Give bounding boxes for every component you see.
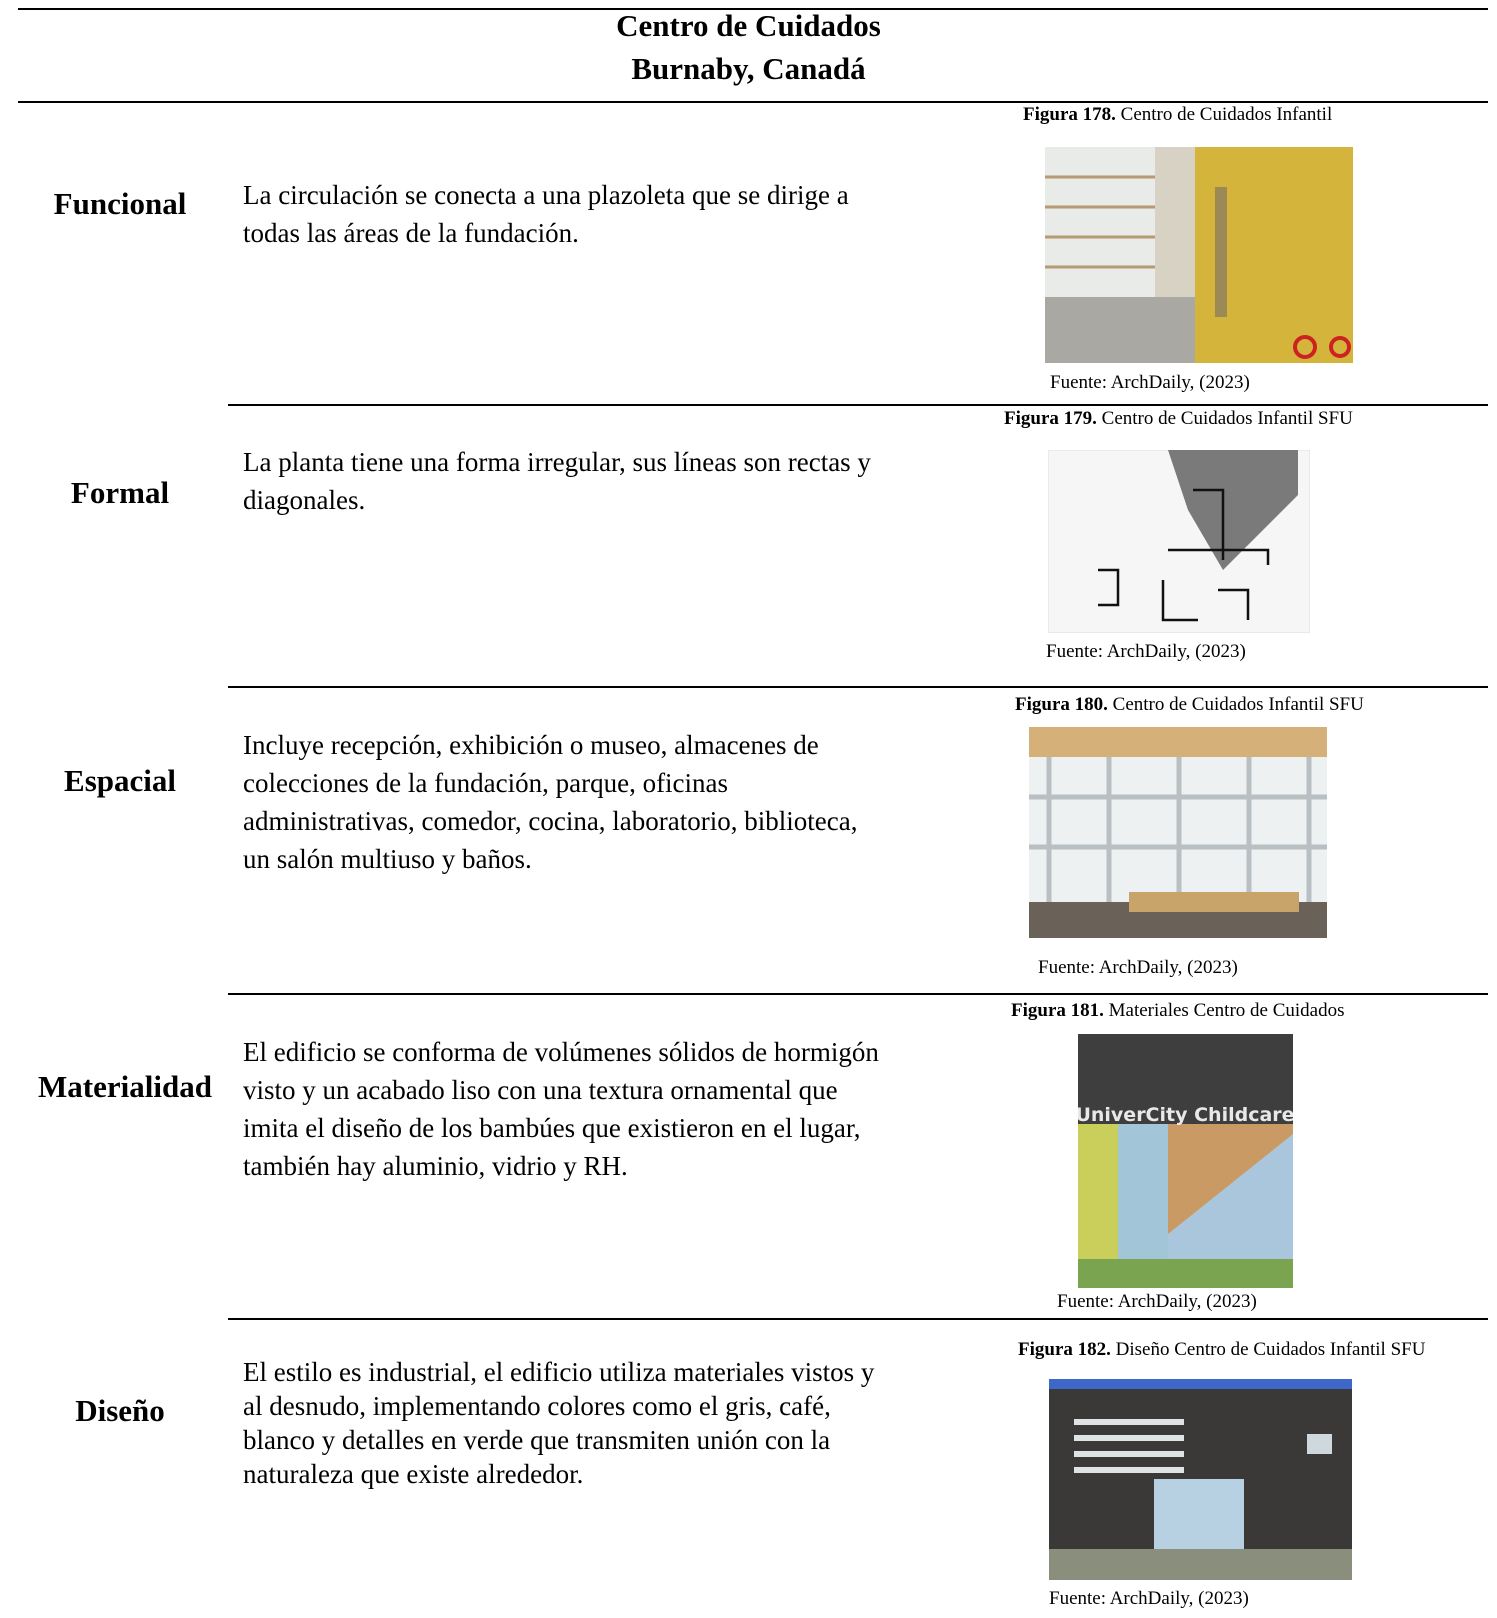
figure-source: Fuente: ArchDaily, (2023): [1057, 1291, 1257, 1312]
row-label: Espacial: [64, 763, 176, 798]
figure-caption: Figura 182. Diseño Centro de Cuidados In…: [1018, 1339, 1425, 1361]
row-label: Diseño: [75, 1393, 165, 1428]
row-text: Incluye recepción, exhibición o museo, a…: [243, 730, 858, 874]
row-text: La planta tiene una forma irregular, sus…: [243, 447, 871, 515]
row-text: La circulación se conecta a una plazolet…: [243, 180, 849, 248]
photo: [1049, 1379, 1352, 1580]
row-label: Materialidad: [38, 1069, 212, 1104]
rule: [228, 404, 1488, 406]
figure-title: Centro de Cuidados Infantil: [1120, 104, 1333, 125]
floor-plan: [1048, 450, 1310, 633]
photo: [1045, 147, 1353, 363]
figure-title: Centro de Cuidados Infantil SFU: [1112, 694, 1364, 715]
figure-number: Figura 181.: [1011, 1000, 1104, 1021]
figure-caption: Figura 178. Centro de Cuidados Infantil: [1023, 104, 1332, 126]
figure-title: Centro de Cuidados Infantil SFU: [1101, 408, 1353, 429]
figure-number: Figura 179.: [1004, 408, 1097, 429]
row-text: El estilo es industrial, el edificio uti…: [243, 1357, 875, 1489]
figure-caption: Figura 179. Centro de Cuidados Infantil …: [1004, 408, 1353, 430]
photo: [1029, 727, 1327, 938]
figure-title: Diseño Centro de Cuidados Infantil SFU: [1115, 1339, 1426, 1360]
subtitle: Burnaby, Canadá: [631, 51, 866, 86]
image-sign: UniverCity Childcare: [1078, 1104, 1293, 1126]
rule: [228, 686, 1488, 688]
figure-caption: Figura 180. Centro de Cuidados Infantil …: [1015, 694, 1364, 716]
figure-number: Figura 182.: [1018, 1339, 1111, 1360]
figure-caption: Figura 181. Materiales Centro de Cuidado…: [1011, 1000, 1345, 1022]
figure-source: Fuente: ArchDaily, (2023): [1038, 957, 1238, 978]
figure-source: Fuente: ArchDaily, (2023): [1050, 372, 1250, 393]
photo: UniverCity Childcare: [1078, 1034, 1293, 1288]
figure-source: Fuente: ArchDaily, (2023): [1049, 1588, 1249, 1609]
title: Centro de Cuidados: [616, 8, 881, 43]
figure-number: Figura 180.: [1015, 694, 1108, 715]
figure-title: Materiales Centro de Cuidados: [1108, 1000, 1345, 1021]
row-text: El edificio se conforma de volúmenes sól…: [243, 1037, 879, 1181]
row-label: Funcional: [53, 186, 187, 221]
rule: [228, 993, 1488, 995]
row-label: Formal: [70, 475, 170, 510]
figure-source: Fuente: ArchDaily, (2023): [1046, 641, 1246, 662]
rule: [18, 8, 1488, 10]
rule: [228, 1318, 1488, 1320]
figure-number: Figura 178.: [1023, 104, 1116, 125]
rule: [18, 101, 1488, 103]
